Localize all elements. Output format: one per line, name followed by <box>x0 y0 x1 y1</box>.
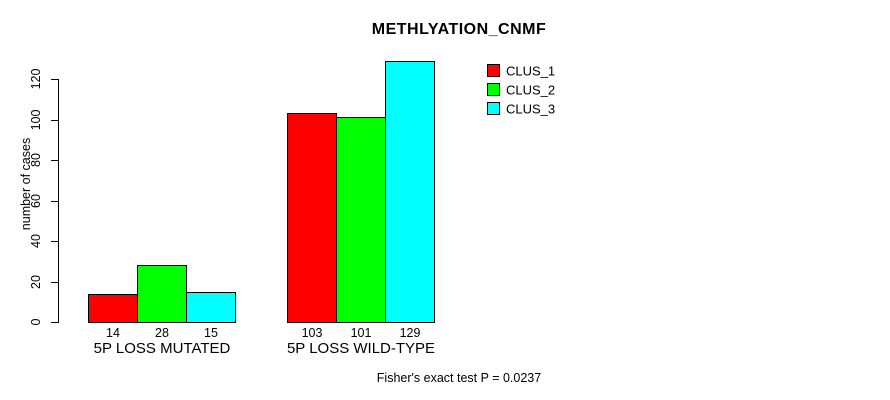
bar <box>88 294 138 323</box>
bar <box>336 117 386 323</box>
y-tick <box>51 120 58 121</box>
bar <box>287 113 337 323</box>
bar <box>186 292 236 323</box>
legend-swatch <box>487 64 500 77</box>
legend-label: CLUS_3 <box>506 101 556 117</box>
bar-value-label: 15 <box>204 326 218 340</box>
y-tick-label: 20 <box>29 275 43 289</box>
bar-value-label: 129 <box>399 326 421 340</box>
y-tick-label: 100 <box>29 109 43 131</box>
y-tick-label: 0 <box>29 318 43 326</box>
legend-label: CLUS_1 <box>506 63 556 79</box>
y-tick-label: 60 <box>29 194 43 208</box>
y-tick <box>51 282 58 283</box>
y-tick <box>51 79 58 80</box>
y-tick-label: 120 <box>29 68 43 90</box>
legend-label: CLUS_2 <box>506 82 556 98</box>
bar-value-label: 28 <box>155 326 169 340</box>
y-axis-label: number of cases <box>19 137 33 231</box>
y-axis-line <box>58 79 59 323</box>
y-tick <box>51 201 58 202</box>
x-category-label: 5P LOSS WILD-TYPE <box>286 340 436 357</box>
y-tick-label: 80 <box>29 153 43 167</box>
bar <box>385 61 435 323</box>
bar-value-label: 14 <box>106 326 120 340</box>
y-tick <box>51 322 58 323</box>
legend-swatch <box>487 102 500 115</box>
fisher-test-annotation: Fisher's exact test P = 0.0237 <box>376 371 542 385</box>
y-tick <box>51 160 58 161</box>
chart-title: METHLYATION_CNMF <box>371 21 547 38</box>
x-category-label: 5P LOSS MUTATED <box>93 340 231 357</box>
legend-swatch <box>487 83 500 96</box>
bar-value-label: 101 <box>350 326 372 340</box>
y-tick-label: 40 <box>29 234 43 248</box>
bar <box>137 265 187 323</box>
y-tick <box>51 241 58 242</box>
bar-value-label: 103 <box>301 326 323 340</box>
